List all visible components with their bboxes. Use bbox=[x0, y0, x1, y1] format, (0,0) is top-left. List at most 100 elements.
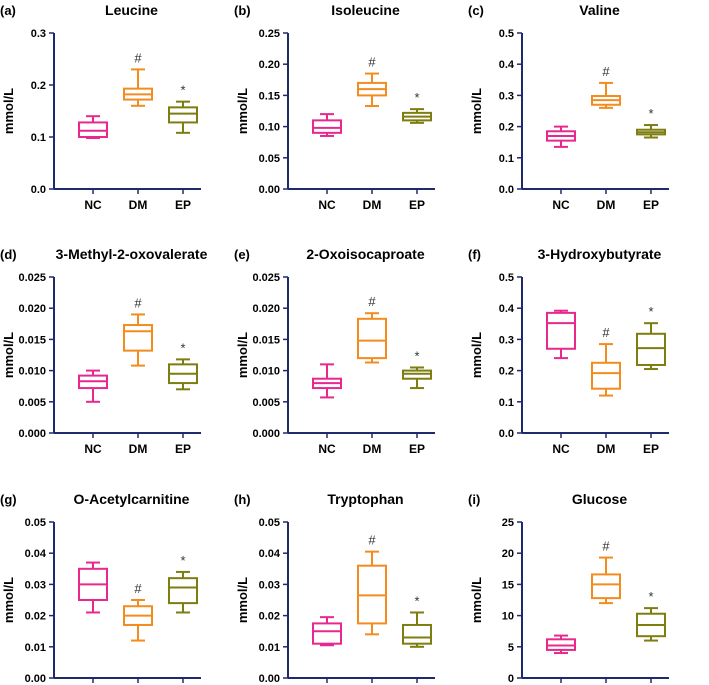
x-tick-label: NC bbox=[318, 198, 336, 212]
box-dm: DM# bbox=[357, 294, 387, 456]
x-tick-label: NC bbox=[552, 198, 570, 212]
y-tick-label: 0.3 bbox=[31, 28, 46, 40]
panel-label: (g) bbox=[0, 492, 17, 507]
x-tick-label: NC bbox=[552, 442, 570, 456]
x-tick-label: DM bbox=[129, 442, 148, 456]
y-tick-label: 20 bbox=[502, 548, 514, 560]
y-tick-label: 0.015 bbox=[252, 334, 280, 346]
box-dm: DM# bbox=[123, 581, 153, 683]
box-ep: EP* bbox=[168, 340, 198, 456]
x-tick-label: EP bbox=[175, 198, 191, 212]
x-tick-label: EP bbox=[643, 442, 659, 456]
box-ep: EP * bbox=[636, 304, 666, 456]
box-dm: DM# bbox=[591, 539, 621, 683]
x-tick-label: DM bbox=[597, 198, 616, 212]
box-ep: EP* bbox=[402, 593, 432, 683]
y-tick-label: 0.05 bbox=[259, 153, 280, 165]
y-axis-label: mmol/L bbox=[469, 332, 484, 378]
y-tick-label: 0.020 bbox=[18, 303, 46, 315]
box-nc: NC bbox=[78, 561, 108, 683]
y-axis-label: mmol/L bbox=[469, 577, 484, 623]
y-tick-label: 0 bbox=[508, 673, 514, 685]
y-tick-label: 0.020 bbox=[252, 303, 280, 315]
y-tick-label: 0.025 bbox=[18, 272, 46, 284]
y-tick-label: 0.4 bbox=[499, 59, 515, 71]
y-tick-label: 0.1 bbox=[499, 153, 514, 165]
y-tick-label: 0.00 bbox=[259, 673, 280, 685]
y-tick-label: 0.015 bbox=[18, 334, 46, 346]
panel-title: 3-Hydroxybutyrate bbox=[538, 246, 662, 262]
box-nc: NC bbox=[546, 309, 576, 456]
significance-mark: # bbox=[602, 64, 610, 79]
y-tick-label: 15 bbox=[502, 579, 514, 591]
y-tick-label: 0.2 bbox=[499, 366, 514, 378]
panel-title: Leucine bbox=[105, 2, 158, 18]
panel-a: (a) Leucine mmol/L 0.0 0.1 0.2 0.3 NC DM # EP * bbox=[0, 2, 201, 212]
box-nc: NC bbox=[312, 616, 342, 683]
panel-f: (f) 3-Hydroxybutyrate mmol/L 0.0 0.1 0.2 0.3 0.… bbox=[468, 246, 669, 456]
panel-c: (c) Valine mmol/L 0.0 0.1 0.2 0.3 0.4 0.5 NC DM # EP… bbox=[468, 2, 669, 212]
x-tick-label: NC bbox=[318, 442, 336, 456]
panel-label: (i) bbox=[468, 492, 480, 507]
panel-title: Isoleucine bbox=[331, 2, 400, 18]
iqr-box bbox=[591, 573, 621, 600]
significance-mark: # bbox=[602, 539, 610, 554]
y-tick-label: 0.5 bbox=[499, 28, 514, 40]
y-tick-label: 0.20 bbox=[259, 59, 280, 71]
panel-label: (a) bbox=[0, 3, 16, 18]
panel-title: Tryptophan bbox=[327, 491, 403, 507]
panel-title: Valine bbox=[579, 2, 620, 18]
x-tick-label: DM bbox=[129, 198, 148, 212]
iqr-box bbox=[636, 332, 666, 366]
y-tick-label: 0.3 bbox=[499, 334, 514, 346]
panel-i: (i) Glucose mmol/L 0 5 10 15 20 25 NC DM# EP* bbox=[468, 491, 669, 685]
box-nc: NC bbox=[78, 115, 108, 212]
panel-title: 2-Oxoisocaproate bbox=[306, 246, 424, 262]
y-tick-label: 0.02 bbox=[25, 611, 46, 623]
significance-mark: # bbox=[368, 533, 376, 548]
iqr-box bbox=[168, 577, 198, 605]
panel-label: (e) bbox=[234, 247, 250, 262]
significance-mark: # bbox=[368, 294, 376, 309]
y-tick-label: 0.10 bbox=[259, 122, 280, 134]
y-tick-label: 0.000 bbox=[18, 428, 46, 440]
y-tick-label: 0.25 bbox=[259, 28, 280, 40]
y-tick-label: 0.03 bbox=[25, 579, 46, 591]
box-dm: DM# bbox=[591, 325, 621, 456]
significance-mark: # bbox=[134, 50, 142, 65]
x-tick-label: NC bbox=[84, 442, 102, 456]
panel-label: (b) bbox=[234, 3, 251, 18]
y-axis-label: mmol/L bbox=[1, 88, 16, 134]
panel-label: (h) bbox=[234, 492, 251, 507]
y-tick-label: 0.01 bbox=[259, 642, 280, 654]
iqr-box bbox=[357, 317, 387, 360]
significance-mark: * bbox=[414, 90, 419, 105]
box-ep: EP* bbox=[168, 83, 198, 212]
box-nc: NC bbox=[546, 125, 576, 212]
significance-mark: * bbox=[648, 106, 653, 121]
significance-mark: * bbox=[648, 304, 653, 319]
box-ep: EP* bbox=[636, 589, 666, 683]
x-tick-label: DM bbox=[597, 442, 616, 456]
box-nc: NC bbox=[312, 363, 342, 456]
y-tick-label: 0.04 bbox=[25, 548, 47, 560]
y-axis-label: mmol/L bbox=[235, 88, 250, 134]
iqr-box bbox=[312, 119, 342, 134]
box-dm: DM # bbox=[591, 64, 621, 212]
y-tick-label: 0.1 bbox=[31, 132, 46, 144]
panel-label: (c) bbox=[468, 3, 484, 18]
y-tick-label: 0.025 bbox=[252, 272, 280, 284]
box-dm: DM# bbox=[357, 533, 387, 683]
y-axis-label: mmol/L bbox=[469, 88, 484, 134]
x-tick-label: EP bbox=[409, 442, 425, 456]
y-tick-label: 5 bbox=[508, 642, 514, 654]
y-tick-label: 0.15 bbox=[259, 90, 280, 102]
box-ep: EP* bbox=[168, 553, 198, 683]
panel-title: Glucose bbox=[572, 491, 627, 507]
significance-mark: * bbox=[180, 553, 185, 568]
iqr-box bbox=[168, 106, 198, 124]
y-axis-label: mmol/L bbox=[235, 577, 250, 623]
panel-label: (d) bbox=[0, 247, 17, 262]
panel-d: (d) 3-Methyl-2-oxovalerate mmol/L 0.000 0.00… bbox=[0, 246, 208, 456]
